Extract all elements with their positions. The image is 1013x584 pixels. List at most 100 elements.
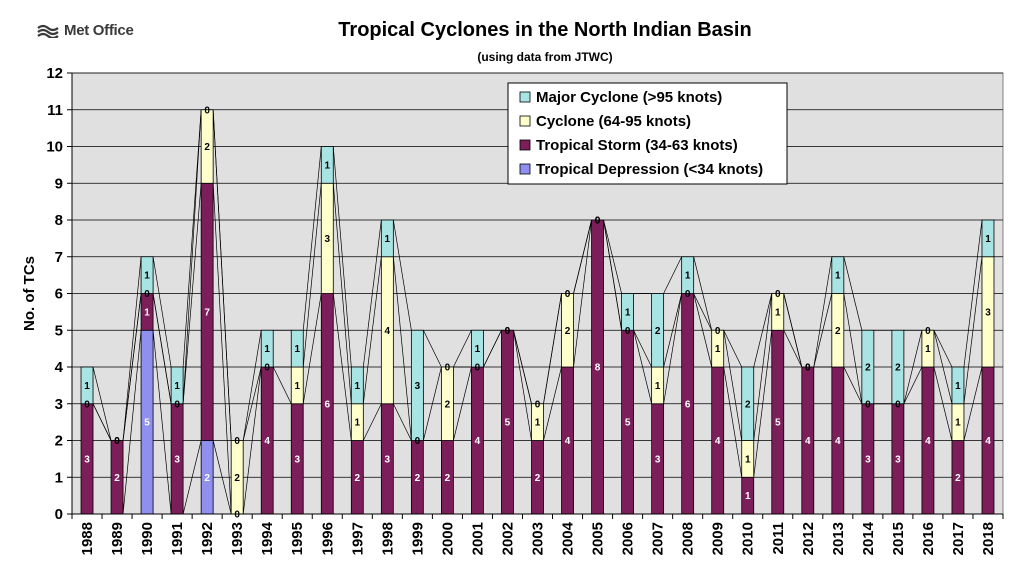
data-label: 1 (775, 307, 781, 318)
x-tick-label: 1996 (319, 522, 336, 555)
met-office-logo: Met Office (36, 22, 134, 39)
bar-segment (531, 403, 544, 441)
series-connector-line (933, 330, 953, 404)
data-label: 1 (925, 344, 931, 355)
legend-swatch (519, 163, 531, 175)
data-label: 1 (475, 344, 481, 355)
data-label: 0 (805, 363, 811, 374)
x-tick-label: 2012 (800, 522, 817, 555)
series-connector-line (663, 293, 683, 368)
series-connector-line (663, 293, 683, 404)
series-connector-line (122, 256, 142, 441)
data-label: 2 (895, 363, 901, 374)
data-label: 0 (415, 436, 421, 447)
series-connector-line (783, 293, 803, 368)
data-label: 2 (114, 473, 120, 484)
bar-segment (711, 329, 725, 368)
data-label: 4 (835, 436, 841, 447)
legend-swatch (519, 115, 531, 127)
bar-segment (200, 109, 214, 184)
data-label: 5 (625, 418, 631, 429)
series-connector-line (122, 293, 142, 441)
x-tick-label: 2010 (740, 522, 757, 555)
data-label: 2 (835, 326, 841, 337)
data-label: 5 (505, 418, 511, 429)
data-label: 4 (475, 436, 481, 447)
y-tick-label: 4 (55, 359, 64, 376)
data-label: 3 (324, 234, 330, 245)
data-label: 0 (475, 363, 481, 374)
data-label: 1 (294, 381, 300, 392)
x-tick-label: 1998 (379, 522, 396, 555)
series-connector-line (392, 256, 412, 441)
series-connector-line (182, 109, 202, 404)
data-label: 1 (355, 381, 361, 392)
data-label: 0 (595, 216, 601, 227)
data-label: 1 (625, 307, 631, 318)
series-connector-line (182, 183, 202, 404)
series-connector-line (843, 366, 863, 404)
data-label: 1 (324, 160, 330, 171)
data-label: 0 (144, 289, 150, 300)
legend: Major Cyclone (>95 knots) Cyclone (64-95 … (507, 82, 788, 185)
series-connector-line (513, 330, 532, 404)
legend-label: Tropical Storm (34-63 knots) (536, 137, 738, 154)
data-label: 0 (204, 105, 210, 116)
bar-segment (651, 293, 665, 368)
y-tick-label: 1 (55, 469, 63, 486)
data-label: 0 (865, 399, 871, 410)
series-connector-line (182, 440, 202, 515)
y-tick-label: 11 (47, 102, 63, 119)
series-connector-line (92, 366, 112, 441)
data-label: 1 (655, 381, 661, 392)
data-label: 0 (505, 326, 511, 337)
y-tick-label: 12 (46, 65, 63, 82)
bar-segment (170, 366, 184, 405)
data-label: 2 (955, 473, 961, 484)
series-connector-line (272, 366, 292, 404)
bar-segment (681, 256, 695, 294)
series-connector-line (302, 146, 322, 331)
y-tick-label: 0 (55, 506, 63, 523)
y-tick-label: 2 (55, 433, 63, 450)
legend-label: Tropical Depression (<34 knots) (536, 161, 763, 178)
data-label: 0 (925, 326, 931, 337)
x-tick-label: 2006 (620, 522, 637, 555)
data-label: 2 (745, 399, 751, 410)
series-connector-line (453, 366, 472, 441)
x-tick-label: 2014 (860, 521, 877, 555)
series-connector-line (212, 183, 232, 515)
series-connector-line (152, 293, 172, 404)
x-tick-label: 2013 (830, 522, 847, 555)
data-label: 2 (655, 326, 661, 337)
data-label: 0 (84, 399, 90, 410)
met-office-logo-text: Met Office (64, 22, 134, 39)
series-connector-line (122, 330, 142, 515)
data-label: 4 (385, 326, 391, 337)
series-connector-line (182, 109, 202, 368)
data-label: 1 (955, 381, 961, 392)
series-connector-line (693, 293, 713, 368)
series-connector-line (212, 440, 232, 515)
data-label: 3 (385, 454, 391, 465)
data-label: 0 (445, 363, 451, 374)
data-label: 4 (805, 436, 811, 447)
data-label: 2 (535, 473, 541, 484)
series-connector-line (693, 256, 713, 331)
data-label: 0 (895, 399, 901, 410)
data-label: 3 (865, 454, 871, 465)
series-connector-line (663, 256, 682, 294)
chart-title: Tropical Cyclones in the North Indian Ba… (338, 19, 752, 41)
data-label: 0 (505, 326, 511, 337)
data-label: 1 (535, 418, 541, 429)
data-label: 4 (925, 436, 931, 447)
data-label: 1 (955, 418, 961, 429)
series-connector-line (212, 109, 232, 441)
x-tick-label: 2015 (890, 522, 907, 555)
series-connector-line (573, 219, 592, 294)
series-connector-line (963, 219, 983, 368)
series-connector-line (753, 293, 773, 368)
data-label: 0 (114, 436, 120, 447)
